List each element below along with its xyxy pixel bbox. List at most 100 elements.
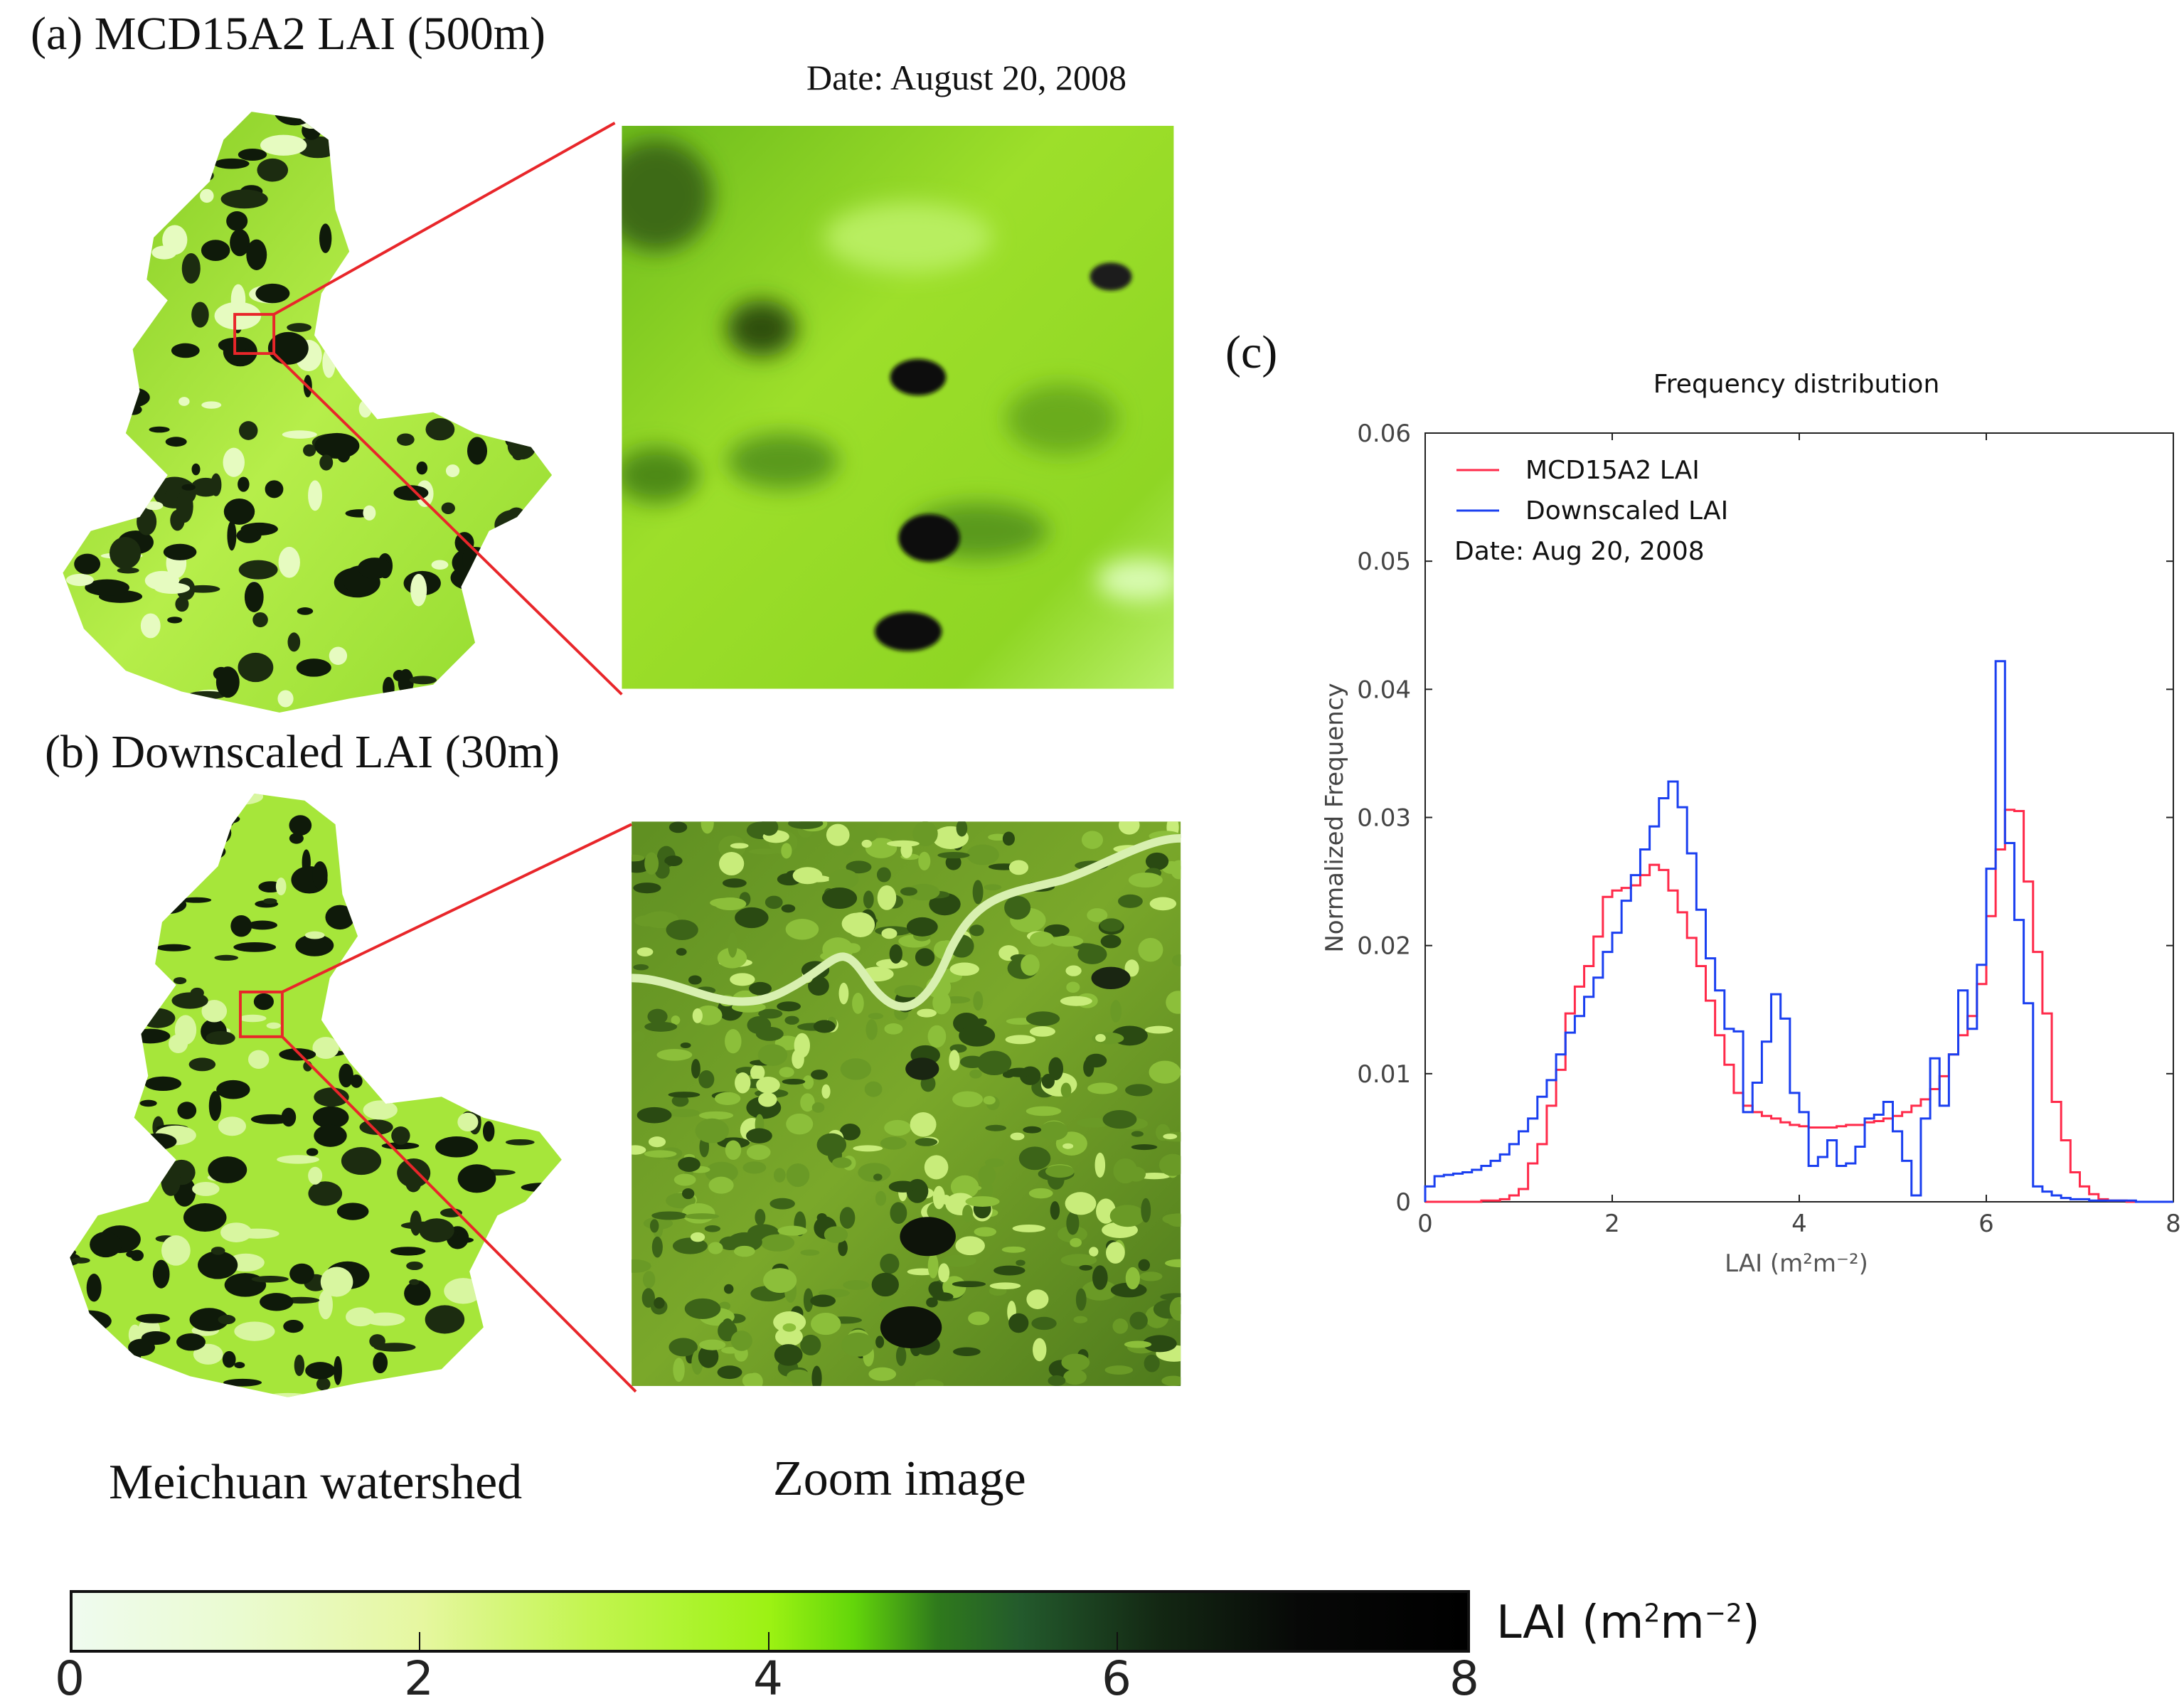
map-texture-patch — [1016, 1259, 1026, 1267]
map-texture-patch — [742, 1373, 760, 1387]
map-texture-patch — [915, 948, 935, 966]
map-texture-patch — [266, 1022, 281, 1029]
map-texture-patch — [70, 849, 95, 873]
map-texture-patch — [1092, 1265, 1108, 1290]
map-texture-patch — [648, 1136, 666, 1148]
map-texture-patch — [541, 1095, 550, 1121]
map-texture-patch — [811, 1102, 825, 1113]
map-texture-patch — [532, 150, 553, 159]
map-texture-patch — [91, 958, 129, 975]
map-texture-patch — [1055, 1131, 1087, 1156]
map-texture-patch — [100, 169, 110, 196]
map-texture-patch — [177, 1102, 197, 1119]
map-texture-patch — [406, 695, 439, 710]
colorbar-tick-label: 4 — [753, 1651, 783, 1706]
map-texture-patch — [451, 662, 464, 690]
map-texture-patch — [875, 1336, 885, 1348]
map-texture-patch — [915, 1379, 944, 1387]
map-texture-patch — [412, 102, 430, 111]
map-texture-patch — [473, 1359, 491, 1388]
map-texture-patch — [100, 883, 138, 901]
map-texture-patch — [125, 695, 137, 713]
map-texture-patch — [1118, 894, 1143, 908]
map-texture-patch — [668, 1092, 701, 1098]
map-texture-patch — [415, 895, 455, 919]
map-texture-patch — [973, 991, 984, 1011]
map-texture-patch — [698, 1070, 715, 1089]
map-texture-patch — [494, 1017, 532, 1025]
map-texture-patch — [868, 1013, 884, 1020]
map-texture-patch — [406, 1261, 423, 1271]
map-texture-patch — [433, 1390, 459, 1397]
map-texture-patch — [668, 821, 688, 833]
map-texture-patch — [230, 229, 250, 257]
map-texture-patch — [504, 429, 547, 442]
colorbar-label-sup: −2 — [1704, 1599, 1742, 1628]
map-texture-patch — [176, 1333, 206, 1351]
map-texture-patch — [782, 1323, 797, 1332]
map-texture-patch — [443, 1389, 470, 1397]
map-texture-patch — [846, 860, 872, 874]
map-texture-patch — [358, 400, 372, 418]
map-texture-patch — [853, 1145, 883, 1152]
map-texture-patch — [172, 848, 209, 869]
map-texture-patch — [989, 1282, 1021, 1289]
map-texture-patch — [491, 366, 516, 373]
map-texture-patch — [283, 1319, 304, 1333]
map-texture-patch — [393, 798, 427, 814]
map-texture-patch — [347, 875, 363, 883]
map-texture-patch — [505, 1139, 535, 1146]
map-texture-patch — [746, 1128, 772, 1143]
map-texture-patch — [843, 1280, 870, 1290]
map-texture-patch — [688, 975, 702, 985]
map-texture-patch — [444, 1278, 483, 1304]
map-texture-patch — [504, 363, 516, 373]
map-texture-patch — [1110, 1282, 1147, 1298]
map-texture-patch — [304, 931, 325, 939]
map-texture-patch — [559, 250, 570, 277]
map-texture-patch — [368, 831, 393, 851]
map-texture-patch — [704, 1225, 721, 1232]
map-texture-patch — [70, 1394, 71, 1397]
map-texture-patch — [1060, 996, 1092, 1006]
map-texture-patch — [742, 1161, 767, 1174]
map-texture-patch — [800, 1334, 821, 1356]
map-texture-patch — [1062, 1143, 1074, 1149]
map-texture-patch — [247, 1050, 270, 1069]
map-texture-patch — [879, 1299, 905, 1312]
map-texture-patch — [523, 193, 540, 213]
map-texture-patch — [536, 667, 553, 694]
map-texture-patch — [890, 1202, 907, 1225]
map-texture-patch — [151, 245, 177, 260]
map-texture-patch — [89, 171, 113, 203]
map-texture-patch — [664, 855, 683, 867]
map-texture-patch — [505, 1361, 522, 1387]
map-texture-patch — [238, 652, 274, 683]
colorbar-tick-label: 2 — [404, 1651, 434, 1706]
map-texture-patch — [141, 1368, 169, 1385]
map-texture-patch — [469, 814, 504, 823]
map-texture-patch — [318, 1290, 333, 1320]
map-texture-patch — [70, 1286, 78, 1304]
map-texture-patch — [1087, 908, 1108, 922]
map-texture-patch — [70, 1349, 101, 1359]
map-texture-patch — [492, 934, 511, 947]
map-texture-patch — [467, 437, 488, 465]
map-texture-patch — [265, 480, 284, 499]
map-texture-patch — [77, 118, 121, 151]
map-texture-patch — [735, 907, 769, 929]
map-texture-patch — [760, 821, 779, 836]
map-texture-patch — [134, 184, 150, 198]
map-texture-patch — [484, 810, 504, 819]
map-texture-patch — [101, 883, 144, 912]
map-texture-patch — [632, 1145, 646, 1155]
y-tick-label: 0.02 — [1357, 932, 1411, 961]
map-texture-patch — [238, 560, 278, 580]
map-texture-patch — [98, 395, 133, 416]
map-texture-patch — [813, 1020, 836, 1033]
map-texture-patch — [730, 1331, 752, 1351]
map-texture-patch — [714, 1092, 741, 1106]
map-texture-patch — [1164, 1259, 1181, 1268]
map-texture-patch — [647, 1008, 668, 1025]
map-texture-patch — [222, 1350, 236, 1368]
